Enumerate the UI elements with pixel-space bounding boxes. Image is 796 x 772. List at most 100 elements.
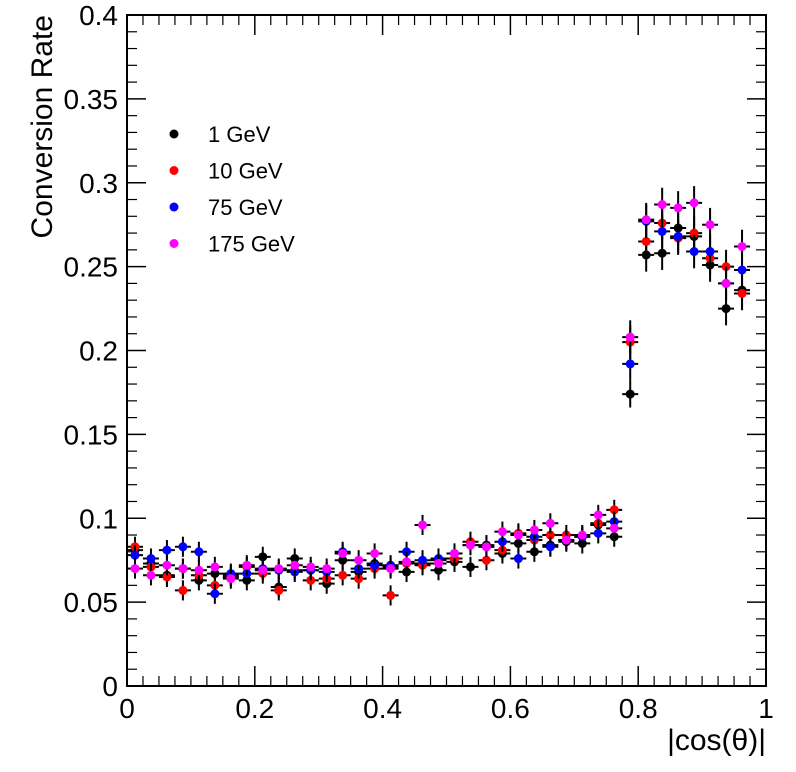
- data-point-1-gev: [462, 556, 479, 577]
- marker: [481, 542, 491, 552]
- data-point-10-gev: [686, 216, 703, 250]
- marker: [625, 359, 635, 369]
- data-point-75-gev: [686, 234, 703, 269]
- marker: [210, 562, 220, 572]
- legend-label-1-gev: 1 GeV: [208, 122, 271, 147]
- x-tick-label: 0.8: [619, 693, 658, 724]
- legend-marker-1-gev: [169, 129, 179, 139]
- x-tick-label: 0.6: [491, 693, 530, 724]
- marker: [178, 564, 188, 574]
- data-point-75-gev: [510, 548, 527, 569]
- data-point-175-gev: [382, 558, 399, 579]
- data-point-10-gev: [606, 499, 623, 520]
- marker: [386, 564, 396, 574]
- data-point-175-gev: [286, 555, 303, 576]
- marker: [737, 241, 747, 251]
- data-point-175-gev: [574, 524, 591, 546]
- marker: [625, 389, 635, 399]
- marker: [194, 547, 204, 557]
- marker: [370, 548, 380, 558]
- y-tick-label: 0.15: [64, 419, 119, 450]
- data-point-175-gev: [366, 543, 383, 564]
- legend: 1 GeV 10 GeV 75 GeV 175 GeV: [169, 122, 295, 257]
- data-point-175-gev: [318, 558, 335, 579]
- marker: [497, 527, 507, 537]
- marker: [705, 220, 715, 230]
- marker: [673, 203, 683, 213]
- data-point-175-gev: [398, 551, 415, 572]
- marker: [210, 589, 220, 599]
- marker: [226, 574, 236, 584]
- data-point-175-gev: [478, 536, 495, 557]
- legend-marker-75-gev: [169, 202, 179, 212]
- data-point-175-gev: [414, 514, 431, 536]
- marker: [465, 540, 475, 550]
- marker: [306, 562, 316, 572]
- marker: [338, 548, 348, 558]
- data-point-75-gev: [414, 550, 431, 571]
- marker: [657, 248, 667, 258]
- y-tick-label: 0.35: [64, 84, 119, 115]
- data-point-175-gev: [206, 556, 223, 577]
- marker: [545, 542, 555, 552]
- marker: [354, 555, 364, 565]
- marker: [194, 565, 204, 575]
- legend-marker-175-gev: [169, 239, 179, 248]
- data-point-75-gev: [670, 219, 687, 254]
- marker: [258, 552, 268, 562]
- data-point-175-gev: [734, 229, 751, 264]
- legend-label-75-gev: 75 GeV: [208, 195, 283, 220]
- marker: [513, 530, 523, 540]
- marker: [242, 560, 252, 570]
- x-tick-label: 0.2: [235, 693, 274, 724]
- marker: [545, 530, 555, 540]
- marker: [418, 520, 428, 530]
- marker: [545, 518, 555, 528]
- data-point-175-gev: [718, 266, 735, 301]
- marker: [625, 332, 635, 342]
- data-point-175-gev: [558, 529, 575, 551]
- legend-label-175-gev: 175 GeV: [208, 232, 295, 257]
- y-tick-label: 0.3: [79, 168, 118, 199]
- marker: [561, 535, 571, 545]
- marker: [338, 570, 348, 580]
- marker: [641, 215, 651, 225]
- data-point-175-gev: [254, 560, 271, 581]
- legend-label-10-gev: 10 GeV: [208, 159, 283, 184]
- marker: [449, 548, 459, 558]
- y-tick-label: 0.05: [64, 587, 119, 618]
- marker: [737, 288, 747, 298]
- x-tick-label: 0: [119, 693, 135, 724]
- marker: [290, 560, 300, 570]
- data-point-175-gev: [350, 550, 367, 571]
- marker: [146, 570, 156, 580]
- data-point-175-gev: [174, 558, 191, 579]
- marker: [689, 228, 699, 238]
- data-point-175-gev: [158, 555, 175, 576]
- y-tick-label: 0.1: [79, 503, 118, 534]
- data-point-10-gev: [334, 565, 351, 586]
- data-point-175-gev: [430, 553, 447, 574]
- marker: [657, 226, 667, 236]
- marker: [593, 528, 603, 538]
- marker: [673, 231, 683, 241]
- marker: [130, 564, 140, 574]
- data-point-175-gev: [654, 187, 671, 222]
- marker: [577, 530, 587, 540]
- marker: [721, 304, 731, 314]
- data-point-175-gev: [462, 535, 479, 556]
- data-point-175-gev: [238, 555, 255, 576]
- data-point-175-gev: [127, 558, 143, 579]
- data-point-175-gev: [142, 565, 159, 586]
- marker: [657, 200, 667, 210]
- data-point-175-gev: [270, 558, 287, 579]
- x-axis-label: |cos(θ)|: [667, 724, 766, 757]
- data-point-75-gev: [190, 541, 207, 562]
- marker: [705, 247, 715, 257]
- marker: [162, 572, 172, 582]
- data-point-175-gev: [510, 524, 527, 546]
- data-point-175-gev: [670, 191, 687, 225]
- data-point-175-gev: [590, 504, 607, 525]
- x-tick-label: 0.4: [363, 693, 402, 724]
